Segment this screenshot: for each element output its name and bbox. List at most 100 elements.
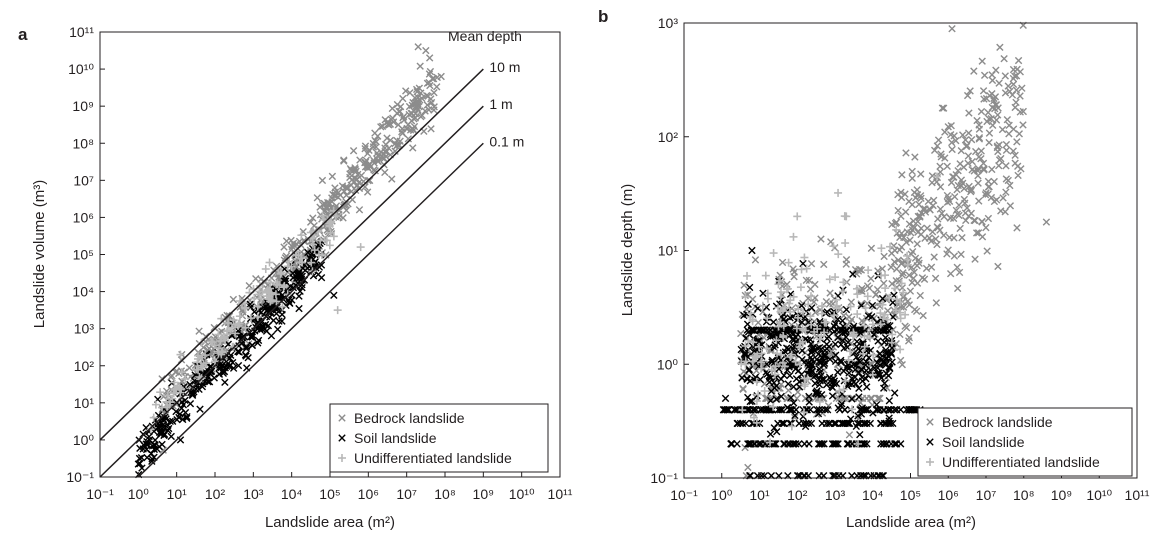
data-point: [761, 271, 770, 280]
data-point: [853, 310, 862, 319]
data-point: [860, 321, 869, 330]
data-point: [852, 361, 860, 369]
data-point: [267, 332, 276, 340]
data-point: [793, 394, 801, 403]
data-point: [317, 273, 326, 282]
y-tick-label: 10⁵: [73, 247, 94, 263]
panel-b-y-axis-label: Landslide depth (m): [619, 184, 636, 317]
data-point: [186, 380, 194, 389]
data-point: [946, 269, 955, 278]
data-point: [192, 365, 201, 374]
data-point: [194, 351, 203, 360]
data-point: [365, 146, 373, 154]
data-point: [776, 292, 785, 301]
data-point: [874, 337, 882, 345]
data-point: [320, 236, 329, 245]
data-point: [147, 449, 155, 458]
data-point: [818, 302, 827, 311]
data-point: [990, 177, 998, 186]
panel-a-letter: a: [18, 25, 28, 44]
y-tick-label: 10¹⁰: [68, 61, 94, 77]
data-point: [861, 361, 870, 369]
data-point: [1014, 56, 1023, 65]
data-point: [163, 391, 172, 400]
data-point: [253, 302, 262, 311]
data-point: [820, 394, 828, 403]
data-point: [297, 276, 305, 284]
data-point: [993, 142, 1002, 150]
data-point: [813, 324, 822, 333]
data-point: [858, 284, 866, 293]
mean-depth-line: [100, 105, 484, 477]
data-point: [223, 326, 232, 335]
data-point: [863, 406, 872, 414]
data-point: [876, 349, 884, 358]
data-point: [348, 176, 356, 184]
data-point: [741, 292, 750, 301]
x-tick-label: 10²: [787, 487, 808, 503]
data-point: [771, 341, 779, 349]
data-point: [277, 268, 286, 277]
data-point: [909, 222, 917, 230]
data-point: [143, 437, 151, 446]
data-point: [844, 355, 853, 364]
data-point: [992, 116, 1001, 124]
data-point: [828, 392, 837, 400]
data-point: [979, 87, 988, 95]
data-point: [891, 219, 900, 228]
data-point: [888, 344, 896, 352]
data-point: [873, 285, 882, 294]
data-point: [905, 301, 914, 309]
data-point: [936, 168, 945, 176]
panel-a-y-axis-label: Landslide volume (m³): [31, 180, 48, 328]
data-point: [1017, 165, 1025, 173]
data-point: [789, 232, 798, 241]
data-point: [888, 330, 897, 339]
data-point: [846, 302, 855, 311]
data-point: [286, 299, 294, 308]
data-point: [965, 109, 973, 117]
data-point: [820, 375, 828, 383]
data-point: [766, 326, 774, 334]
data-point: [868, 320, 877, 329]
data-point: [780, 362, 789, 371]
data-point: [349, 147, 358, 155]
data-point: [848, 395, 856, 403]
data-point: [786, 326, 794, 334]
data-point: [777, 375, 785, 383]
data-point: [958, 233, 966, 242]
data-point: [776, 307, 785, 316]
data-point: [841, 239, 850, 248]
data-point: [1013, 138, 1021, 146]
data-point: [933, 178, 941, 186]
data-point: [913, 240, 921, 248]
data-point: [899, 269, 907, 277]
data-point: [893, 406, 901, 414]
data-point: [831, 440, 839, 448]
data-point: [1012, 98, 1020, 107]
data-point: [155, 428, 164, 437]
data-point: [854, 412, 862, 420]
data-point: [832, 440, 840, 448]
data-point: [841, 419, 849, 428]
data-point: [885, 397, 894, 405]
data-point: [934, 215, 942, 223]
data-point: [763, 289, 772, 298]
data-point: [896, 233, 904, 242]
data-point: [294, 251, 303, 260]
data-point: [899, 293, 907, 302]
data-point: [179, 401, 188, 409]
data-point: [750, 326, 758, 334]
data-point: [361, 163, 370, 171]
data-point: [433, 83, 441, 91]
data-point: [741, 351, 749, 359]
data-point: [928, 228, 937, 236]
data-point: [859, 349, 868, 358]
data-point: [297, 231, 306, 240]
data-point: [857, 300, 865, 308]
data-point: [748, 246, 756, 255]
data-point: [252, 323, 260, 332]
data-point: [769, 402, 778, 411]
data-point: [795, 440, 803, 448]
